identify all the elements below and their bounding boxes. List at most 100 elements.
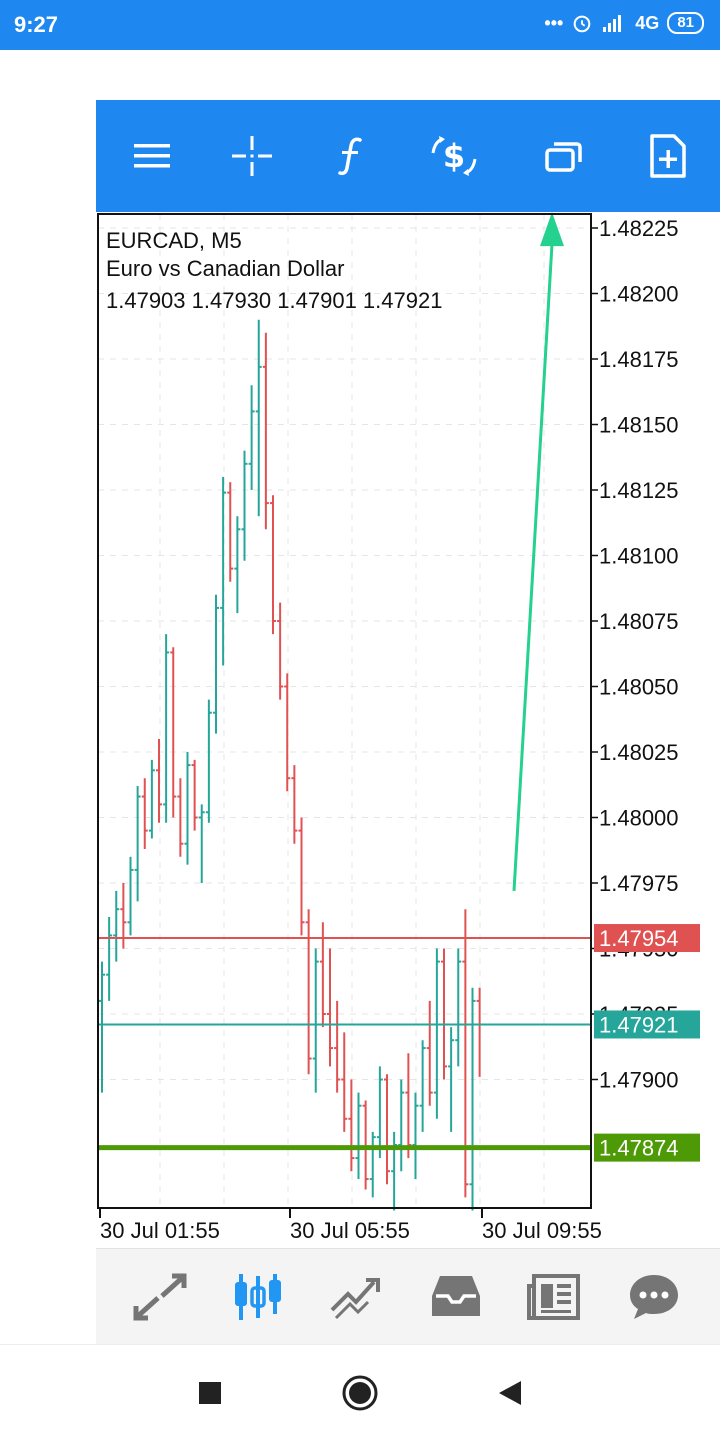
ohlc-bar (355, 1092, 362, 1180)
ohlc-bar (156, 738, 162, 823)
y-tick-label: 1.48050 (599, 675, 679, 700)
bottom-navigation (96, 1248, 720, 1345)
x-tick-label: 30 Jul 09:55 (482, 1218, 602, 1242)
ohlc-bar (319, 922, 326, 1028)
ohlc-bar (198, 804, 205, 883)
svg-text:$: $ (443, 137, 465, 175)
crosshair-button[interactable] (224, 128, 280, 184)
ohlc-bar (205, 699, 212, 823)
ohlc-bar (369, 1131, 376, 1198)
history-icon (432, 1276, 480, 1316)
ohlc-bar (312, 948, 319, 1093)
price-level-label: 1.47954 (599, 926, 679, 951)
ohlc-bar (220, 476, 227, 666)
trade-button[interactable]: $ (426, 128, 482, 184)
ohlc-bar (241, 450, 248, 561)
ohlc-bar (398, 1079, 405, 1172)
ohlc-bar (455, 948, 462, 1067)
windows-button[interactable] (536, 128, 592, 184)
nav-chart[interactable] (228, 1269, 288, 1325)
ohlc-bar (106, 917, 113, 1001)
y-tick-label: 1.48200 (599, 282, 679, 307)
crosshair-icon (232, 136, 272, 176)
ohlc-bar (177, 778, 184, 857)
ohlc-bar (262, 332, 269, 530)
y-tick-label: 1.48225 (599, 216, 679, 241)
ohlc-bar (462, 909, 469, 1198)
trade-nav-icon (330, 1278, 380, 1320)
y-tick-label: 1.47975 (599, 871, 679, 896)
chart-icon (235, 1274, 281, 1320)
ohlc-bar (255, 319, 262, 517)
battery-icon: 81 (667, 12, 704, 34)
ohlc-bar (134, 786, 141, 902)
ohlc-bar (99, 961, 105, 1093)
ohlc-bar (213, 594, 219, 734)
nav-quotes[interactable] (130, 1269, 190, 1325)
add-object-button[interactable] (640, 128, 696, 184)
back-icon (499, 1381, 521, 1405)
more-dots-icon: ••• (544, 12, 564, 33)
price-level-badge (594, 1133, 700, 1162)
ohlc-bar (405, 1053, 412, 1159)
ohlc-bar (163, 634, 170, 823)
indicators-icon (338, 137, 362, 176)
back-button[interactable] (490, 1373, 530, 1413)
ohlc-bar (362, 1100, 369, 1190)
circle-icon (342, 1375, 378, 1411)
square-icon (199, 1382, 221, 1404)
ohlc-bar (348, 1079, 355, 1172)
y-tick-label: 1.48075 (599, 609, 679, 634)
price-chart[interactable]: 1.48225 1.48200 1.48175 1.48150 1.48125 1.481… (0, 212, 720, 1242)
chart-symbol: EURCAD, M5 (106, 228, 242, 253)
nav-news[interactable] (524, 1269, 584, 1325)
y-tick-label: 1.48175 (599, 347, 679, 372)
ohlc-bar (441, 948, 447, 1080)
nav-history[interactable] (426, 1269, 486, 1325)
ohlc-bar (476, 987, 483, 1077)
y-tick-label: 1.48025 (599, 740, 679, 765)
quotes-icon (133, 1273, 187, 1321)
ohlc-bar (170, 647, 177, 818)
ohlc-bar (448, 1027, 455, 1132)
ohlc-bar (419, 1040, 426, 1132)
ohlc-bar (412, 1092, 419, 1180)
arrow-line[interactable] (512, 244, 554, 891)
chart-ohlc: 1.47903 1.47930 1.47901 1.47921 (106, 288, 443, 313)
nav-trade[interactable] (326, 1269, 386, 1325)
price-level-label: 1.47874 (599, 1136, 679, 1161)
home-button[interactable] (340, 1373, 380, 1413)
nav-messages[interactable] (624, 1269, 684, 1325)
arrow-head-icon (540, 212, 564, 247)
status-icons: ••• 4G 81 (544, 12, 704, 34)
ohlc-bar (469, 987, 476, 1211)
ohlc-bar (277, 602, 284, 700)
menu-button[interactable] (124, 128, 180, 184)
ohlc-bar (341, 1032, 348, 1132)
indicators-button[interactable] (324, 128, 380, 184)
recent-apps-button[interactable] (190, 1373, 230, 1413)
ohlc-bar (291, 765, 298, 844)
ohlc-bar (141, 778, 148, 849)
ohlc-bar (384, 1074, 390, 1185)
ohlc-bar (113, 890, 120, 962)
ohlc-bar (284, 673, 291, 792)
news-icon (527, 1274, 580, 1320)
price-level-badge (594, 924, 700, 953)
chart-canvas[interactable]: 1.48225 1.48200 1.48175 1.48150 1.48125 1.481… (0, 212, 720, 1242)
menu-icon (134, 144, 170, 168)
ohlc-bar (270, 495, 276, 635)
ohlc-bar (127, 856, 134, 936)
price-level-label: 1.47921 (599, 1012, 679, 1037)
chart-frame (97, 213, 592, 1209)
ohlc-bar (426, 1000, 433, 1106)
network-type: 4G (635, 12, 660, 33)
ohlc-bar (305, 909, 312, 1075)
system-navigation (0, 1344, 720, 1441)
chart-toolbar: $ (96, 100, 720, 212)
signal-icon (603, 15, 622, 32)
alarm-icon (573, 15, 591, 33)
trade-icon: $ (431, 136, 477, 176)
y-tick-label: 1.48000 (599, 806, 679, 831)
ohlc-bar (298, 817, 305, 936)
